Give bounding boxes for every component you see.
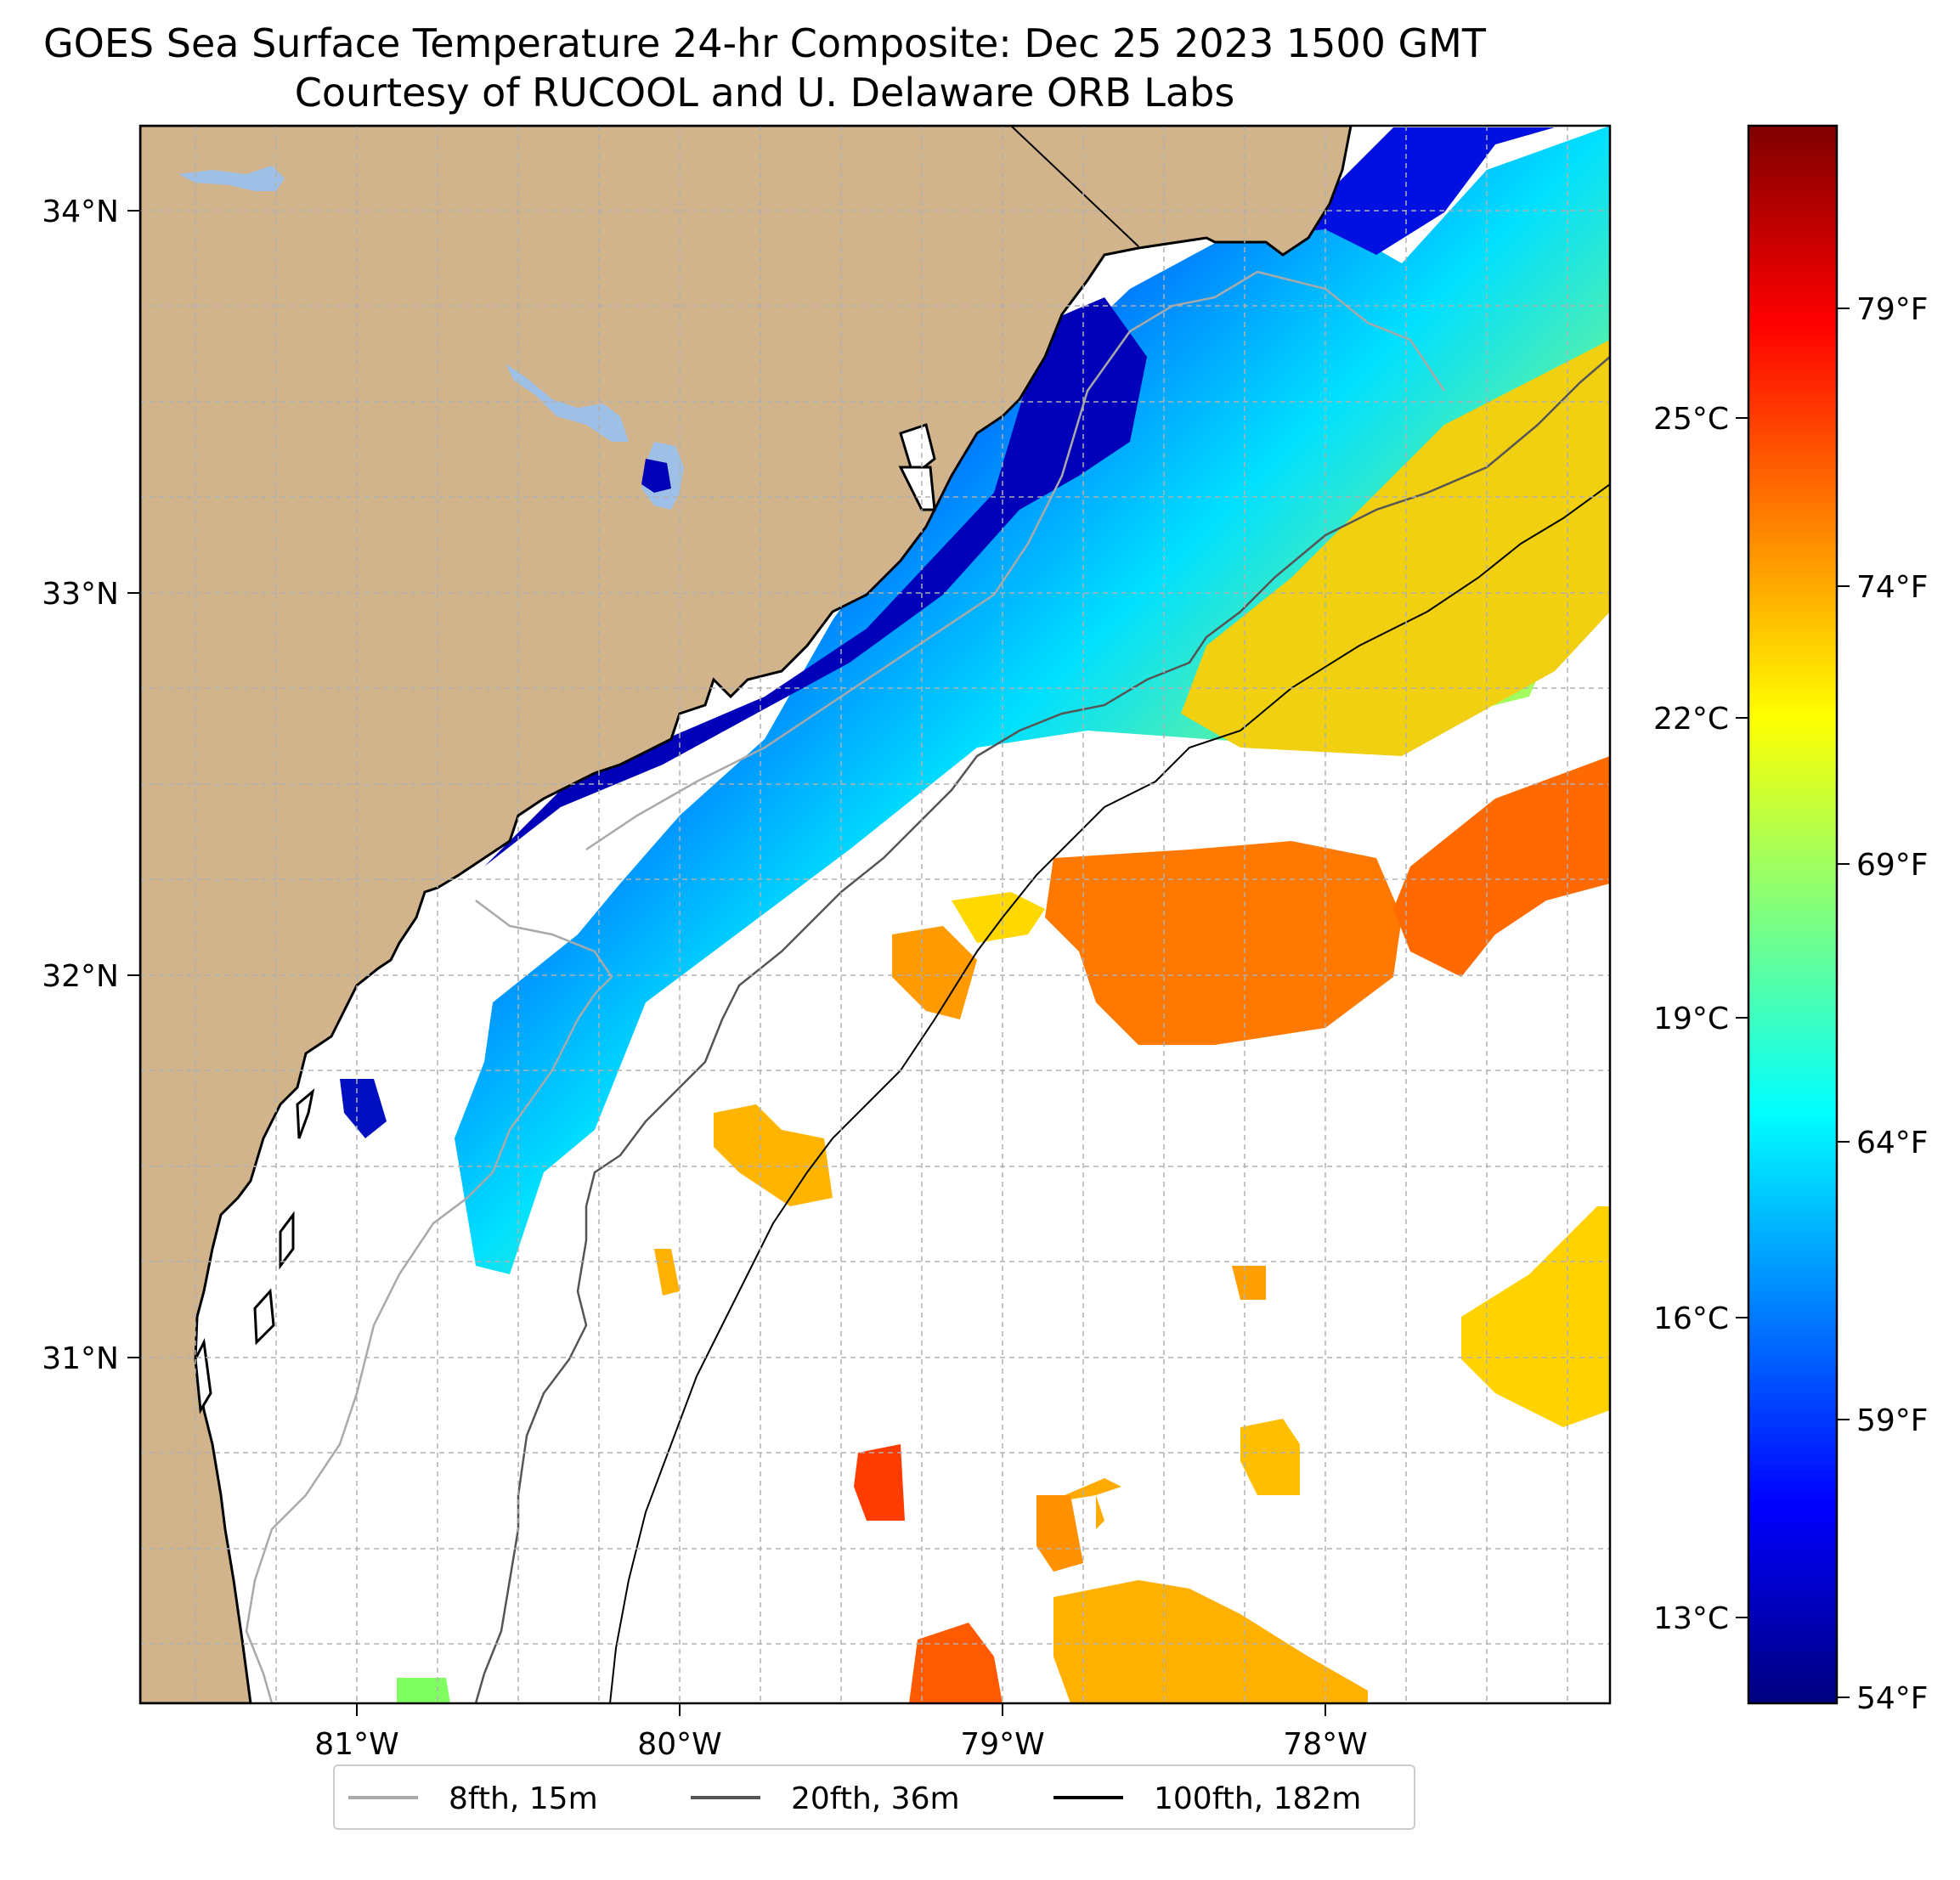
- legend-label-100fth: 100fth, 182m: [1154, 1781, 1361, 1816]
- sst-warm-patch-4: [952, 892, 1045, 943]
- colorbar-celsius-label: 13°C: [1653, 1601, 1729, 1636]
- colorbar-celsius-label: 22°C: [1653, 702, 1729, 737]
- legend-label-20fth: 20fth, 36m: [791, 1781, 960, 1816]
- lake-marion: [506, 364, 629, 442]
- gridlines: [140, 126, 1610, 1703]
- sst-warm-patch-3: [892, 926, 977, 1019]
- isobath-20fth: [474, 356, 1610, 1703]
- colorbar-celsius-label: 25°C: [1653, 402, 1729, 437]
- colorbar-gradient: [1747, 124, 1839, 1705]
- coast-details: [194, 423, 936, 1414]
- colorbar-fahrenheit-label: 64°F: [1856, 1126, 1929, 1160]
- legend-box: [333, 1764, 1415, 1830]
- colorbar-fahrenheit-label: 69°F: [1856, 848, 1929, 883]
- map-title-line1: GOES Sea Surface Temperature 24-hr Compo…: [43, 20, 1486, 66]
- sst-warm-patch-11: [909, 1623, 1003, 1703]
- sst-cold-nearshore: [484, 297, 1147, 867]
- lat-axis: 34°N 33°N 32°N 31°N: [42, 195, 140, 1376]
- sst-warm-patch-8: [1045, 1478, 1121, 1529]
- map-area: [140, 126, 1610, 1703]
- lon-tick-label: 78°W: [1283, 1727, 1367, 1762]
- sst-warm-patch-2: [1393, 756, 1610, 977]
- isobath-legend: 8fth, 15m 20fth, 36m 100fth, 182m: [333, 1764, 1415, 1830]
- sst-warm-patch-12: [1036, 1495, 1083, 1572]
- lake-moultrie-sst: [641, 459, 671, 493]
- sst-warm-patch-7: [854, 1444, 905, 1521]
- isobath-8fth: [245, 270, 1446, 1703]
- lat-tick-label: 33°N: [42, 577, 119, 612]
- sst-warm-patch-10: [1053, 1580, 1368, 1703]
- lon-tick-label: 81°W: [314, 1727, 398, 1762]
- colorbar-celsius-label: 16°C: [1653, 1301, 1729, 1336]
- colorbar-fahrenheit-label: 79°F: [1856, 292, 1929, 327]
- sst-warm-patch-5: [714, 1104, 833, 1206]
- map-frame: [138, 124, 1612, 1705]
- colorbar-fahrenheit-label: 54°F: [1856, 1681, 1929, 1716]
- sst-green-patch: [397, 1678, 450, 1703]
- lon-tick-label: 79°W: [960, 1727, 1044, 1762]
- sst-warm-patch-14: [654, 1249, 680, 1296]
- lat-tick-label: 31°N: [42, 1341, 119, 1376]
- sst-main-plume: [455, 126, 1610, 1274]
- colorbar: 25°C 22°C 19°C 16°C 13°C 79°F 74°F 69°F …: [1653, 124, 1929, 1716]
- state-border: [1010, 126, 1139, 247]
- colorbar-fahrenheit-label: 59°F: [1856, 1403, 1929, 1438]
- isobath-100fth: [609, 483, 1610, 1703]
- legend-label-8fth: 8fth, 15m: [449, 1781, 598, 1816]
- lake-north: [178, 166, 285, 191]
- sst-warm-patch-1: [1045, 841, 1402, 1045]
- lat-tick-label: 32°N: [42, 959, 119, 994]
- map-title-line2: Courtesy of RUCOOL and U. Delaware ORB L…: [294, 70, 1235, 116]
- lon-tick-label: 80°W: [637, 1727, 721, 1762]
- lon-axis: 81°W 80°W 79°W 78°W: [314, 1703, 1368, 1762]
- sst-cold-patch-2: [340, 1079, 387, 1138]
- sst-warm-east: [1181, 340, 1610, 756]
- sst-warm-patch-13: [1232, 1266, 1266, 1300]
- sst-warm-patch-9: [1240, 1419, 1300, 1495]
- colorbar-fahrenheit-label: 74°F: [1856, 570, 1929, 605]
- colorbar-celsius-label: 19°C: [1653, 1002, 1729, 1036]
- lat-tick-label: 34°N: [42, 195, 119, 229]
